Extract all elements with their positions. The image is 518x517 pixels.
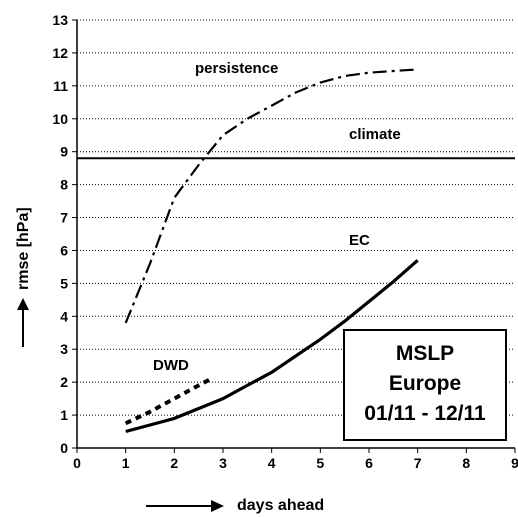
y-tick-label: 8 — [60, 177, 68, 193]
grid-lines — [77, 19, 515, 416]
x-tick-label: 8 — [462, 455, 470, 471]
annotation-line-1: MSLP — [396, 342, 454, 365]
y-axis-label: rmse [hPa] — [15, 207, 32, 290]
y-tick-label: 9 — [60, 144, 68, 160]
x-tick-label: 0 — [73, 455, 81, 471]
x-tick-label: 6 — [365, 455, 373, 471]
y-tick-label: 2 — [60, 374, 68, 390]
annotation-line-3: 01/11 - 12/11 — [364, 402, 486, 425]
x-tick-label: 5 — [316, 455, 324, 471]
series-label-persistence: persistence — [195, 60, 278, 77]
annotation-line-2: Europe — [389, 372, 461, 395]
y-tick-label: 1 — [60, 407, 68, 423]
y-tick-label: 3 — [60, 341, 68, 357]
y-tick-label: 5 — [60, 275, 68, 291]
y-tick-label: 11 — [53, 78, 68, 94]
y-tick-label: 0 — [60, 440, 68, 456]
x-tick-label: 1 — [122, 455, 130, 471]
x-tick-label: 4 — [268, 455, 276, 471]
y-tick-label: 4 — [60, 308, 68, 324]
x-tick-label: 7 — [414, 455, 422, 471]
series-label-climate: climate — [349, 126, 401, 143]
x-axis-arrowhead — [211, 500, 224, 512]
series-line-dwd — [124, 377, 212, 426]
x-tick-label: 9 — [511, 455, 518, 471]
series-label-ec: EC — [349, 232, 370, 249]
x-tick-label: 2 — [170, 455, 178, 471]
y-tick-label: 7 — [60, 210, 68, 226]
series-line-ec — [125, 259, 419, 434]
y-tick-label: 6 — [60, 242, 68, 258]
series-lines — [77, 68, 515, 434]
y-tick-label: 12 — [52, 45, 68, 61]
y-tick-label: 13 — [52, 12, 68, 28]
y-axis-arrowhead — [17, 298, 29, 310]
x-axis-ticks: 0 1 2 3 4 5 6 7 8 9 — [73, 448, 518, 471]
y-tick-label: 10 — [52, 111, 68, 127]
series-label-dwd: DWD — [153, 357, 189, 374]
series-line-persistence — [124, 68, 418, 324]
x-tick-label: 3 — [219, 455, 227, 471]
annotation-box — [343, 329, 507, 441]
x-axis-label: days ahead — [237, 497, 324, 514]
